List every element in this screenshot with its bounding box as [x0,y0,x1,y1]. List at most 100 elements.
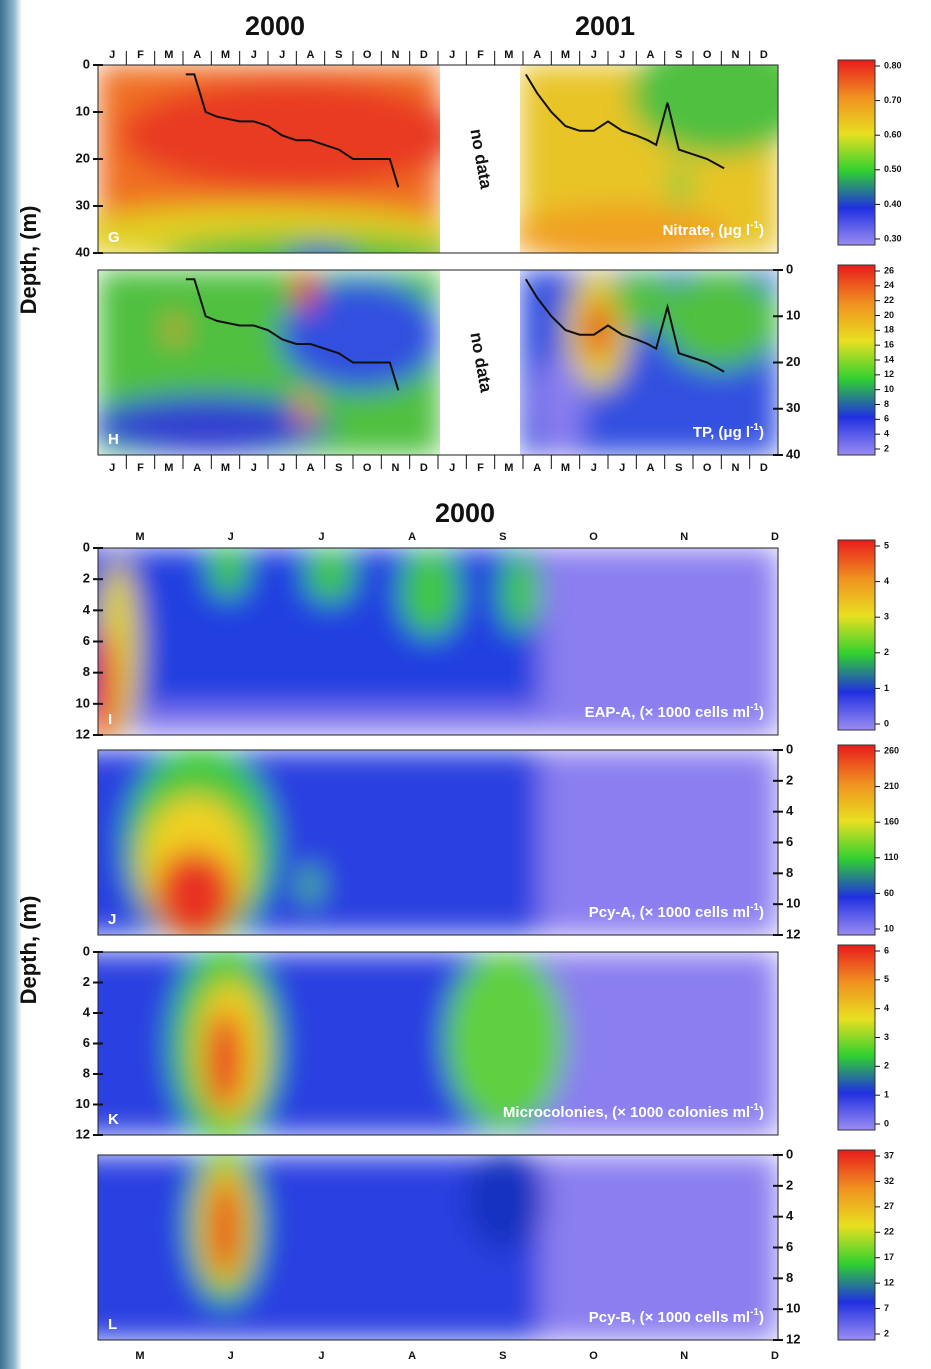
colorbar-tick-label: 18 [884,325,894,335]
colorbar-tick-label: 160 [884,817,899,827]
label-part: ) [759,1309,764,1326]
colorbar-tick-label: 0.70 [884,95,902,105]
y-tick-label: 6 [83,633,90,648]
y-tick-label: 0 [83,539,90,554]
colorbar-tick-label: 4 [884,429,889,439]
y-tick-label: 6 [786,834,793,849]
colorbar-tick-label: 6 [884,945,889,955]
y-tick-label: 12 [76,1126,90,1141]
y-tick-label: 40 [786,446,800,461]
x-tick-label: J [228,531,234,543]
x-tick-label: M [135,1350,144,1362]
colorbar-tick-label: 0.60 [884,130,902,140]
colorbar-tick-label: 2 [884,1328,889,1338]
x-tick-label: A [408,1350,416,1362]
colorbar-tick-label: 4 [884,576,889,586]
field [584,300,612,360]
x-tick-label: J [318,1350,324,1362]
y-tick-label: 4 [83,1004,91,1019]
colorbar-tick-label: 260 [884,745,899,755]
heatmap-heatmap [98,1155,778,1340]
y-tick-label: 2 [786,1177,793,1192]
label-part: Microcolonies, (× 1000 colonies ml [503,1104,750,1121]
colorbar-tick-label: 2 [884,443,889,453]
x-tick-label: M [561,462,570,474]
x-tick-label: O [589,531,598,543]
heatmap-heatmap [98,65,778,253]
y-tick-label: 0 [83,943,90,958]
y-tick-label: 12 [76,726,90,741]
heatmap-fill [98,548,778,735]
field [207,1010,243,1110]
x-tick-label: S [675,462,682,474]
y-tick-label: 8 [83,664,90,679]
x-tick-label: F [137,49,144,61]
y-tick-label: 2 [83,974,90,989]
x-tick-label: M [504,462,513,474]
heatmap-heatmap [98,952,778,1135]
x-tick-label: J [109,49,115,61]
x-tick-label: M [164,462,173,474]
x-tick-label: J [619,462,625,474]
x-tick-label: M [504,49,513,61]
field [98,205,460,253]
x-tick-label: O [703,462,712,474]
colorbar-tick-label: 6 [884,414,889,424]
colorbar-tick-label: 5 [884,540,889,550]
x-tick-label: A [533,462,541,474]
colorbar-tick-label: 37 [884,1150,894,1160]
y-tick-label: 10 [76,1096,90,1111]
label-part: ) [759,1104,764,1121]
field [210,1178,240,1278]
label-part: ) [759,424,764,441]
y-axis-label: Depth, (m) [16,206,41,315]
x-tick-label: J [279,49,285,61]
x-tick-label: F [477,49,484,61]
panel-letter: I [108,711,112,728]
x-tick-label: A [647,462,655,474]
x-tick-label: A [193,462,201,474]
colorbar-tick-label: 1 [884,683,889,693]
field [305,548,355,603]
y-tick-label: 0 [786,741,793,756]
label-part: Pcy-B, (× 1000 cells ml [589,1309,750,1326]
y-tick-label: 8 [786,1270,793,1285]
x-tick-label: D [760,462,768,474]
label-part: Pcy-A, (× 1000 cells ml [589,904,750,921]
x-tick-label: N [732,462,740,474]
colorbar-tick-label: 3 [884,612,889,622]
x-tick-label: A [533,49,541,61]
panel-letter: H [108,431,119,448]
field [168,315,182,345]
x-tick-label: J [591,462,597,474]
field [535,355,585,455]
colorbar-tick-label: 10 [884,384,894,394]
x-tick-label: J [591,49,597,61]
field [98,1155,540,1340]
colorbar-tick-label: 26 [884,265,894,275]
field [630,65,778,155]
y-tick-label: 10 [76,695,90,710]
colorbar [837,264,876,456]
label-part: -1 [750,422,759,433]
title: 2000 [435,498,495,528]
colorbar-tick-label: 22 [884,295,894,305]
colorbar-tick-label: 0 [884,718,889,728]
colorbar-tick-label: 0.40 [884,199,902,209]
label-part: TP, (μg l [693,424,750,441]
x-tick-label: N [680,531,688,543]
colorbar-tick-label: 0.30 [884,233,902,243]
label-part: -1 [750,220,759,231]
field [155,850,235,935]
colorbar-tick-label: 27 [884,1201,894,1211]
y-tick-label: 2 [83,571,90,586]
label-part: EAP-A, (× 1000 cells ml [585,704,751,721]
colorbar-tick-label: 16 [884,340,894,350]
x-tick-label: D [771,1350,779,1362]
colorbar-tick-label: 7 [884,1303,889,1313]
x-tick-label: A [408,531,416,543]
panel-label: EAP-A, (× 1000 cells ml-1) [585,702,764,721]
colorbar [837,59,876,246]
